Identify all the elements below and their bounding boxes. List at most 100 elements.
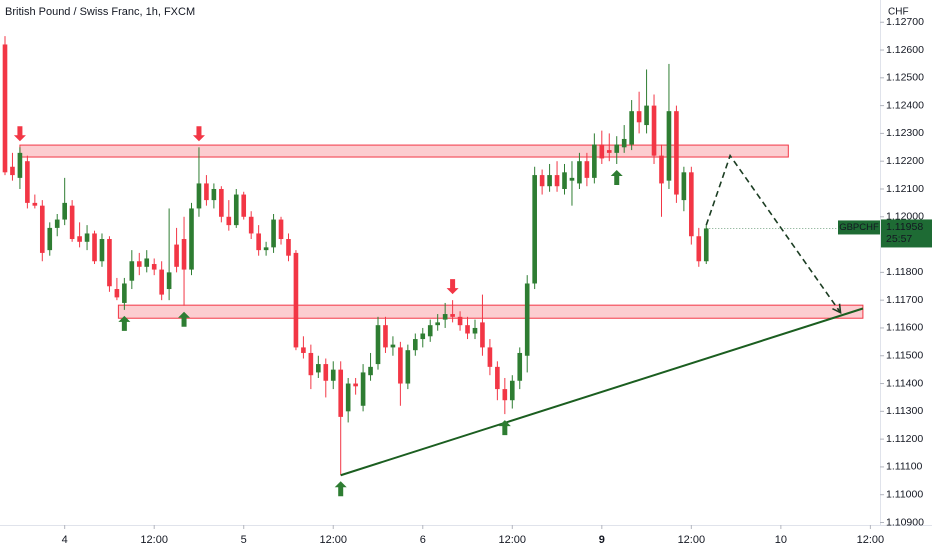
candle-body [353, 383, 358, 387]
price-label-box [881, 219, 932, 248]
candle-body [271, 219, 276, 248]
x-tick-label: 5 [241, 534, 247, 546]
y-unit: CHF [888, 7, 909, 18]
x-tick-label: 12:00 [499, 534, 527, 546]
candle-body [263, 247, 269, 251]
countdown-label: 25:57 [886, 233, 912, 245]
candle-body [2, 44, 8, 173]
candle-body [301, 347, 306, 353]
candle-body [420, 333, 426, 340]
candle-body [398, 347, 403, 384]
candle-body [450, 314, 455, 317]
candle-body [278, 219, 284, 240]
sell-arrow [446, 279, 459, 295]
candle-body [457, 316, 463, 326]
candle-body [629, 111, 634, 145]
candle-body [219, 188, 224, 217]
candle-body [17, 152, 23, 178]
y-tick-label: 1.12300 [886, 127, 924, 139]
candle-body [644, 105, 649, 126]
candle-body [248, 216, 254, 234]
candle-body [584, 161, 590, 178]
zone [19, 144, 789, 158]
candle-body [592, 144, 597, 178]
x-tick-label: 10 [775, 534, 787, 546]
candle-body [509, 380, 515, 401]
candle-body [569, 177, 575, 181]
candle-body [211, 188, 217, 201]
price-label: 1.11958 [886, 221, 923, 233]
buy-arrow [334, 481, 347, 497]
candle-body [189, 208, 194, 270]
candle-body [114, 289, 120, 298]
candle-body [405, 350, 411, 384]
candle-body [196, 183, 202, 209]
candle-body [166, 272, 172, 290]
y-tick-label: 1.11700 [886, 294, 923, 306]
candle-body [345, 383, 351, 412]
candle-body [136, 261, 142, 267]
x-tick-label: 12:00 [140, 534, 168, 546]
y-tick-label: 1.12500 [886, 72, 924, 84]
x-tick-label: 12:00 [857, 534, 885, 546]
y-tick-label: 1.10900 [886, 516, 924, 528]
candle-body [562, 172, 567, 189]
candle-body [666, 111, 672, 181]
candle-body [659, 155, 664, 184]
y-tick-label: 1.12100 [886, 183, 924, 195]
candle-body [614, 144, 620, 153]
x-tick-label: 12:00 [678, 534, 706, 546]
candle-body [696, 236, 702, 262]
candle-body [599, 144, 605, 159]
chart-title: British Pound / Swiss Franc, 1h, FXCM [5, 6, 195, 18]
candle-body [293, 252, 299, 348]
candle-body [547, 175, 552, 187]
candle-body [256, 233, 261, 251]
candle-body [495, 366, 500, 390]
candle-body [308, 352, 314, 376]
candle-body [25, 161, 30, 203]
y-tick-label: 1.11500 [886, 350, 923, 362]
y-tick-label: 1.12700 [886, 16, 924, 28]
x-tick-label: 6 [420, 534, 426, 546]
candle-body [62, 202, 67, 220]
candle-body [577, 161, 582, 184]
candle-body [122, 283, 127, 303]
x-tick-label: 12:00 [319, 534, 347, 546]
sell-arrow [13, 126, 26, 142]
buy-arrow [610, 169, 623, 185]
buy-arrow [118, 315, 131, 331]
candle-body [107, 239, 112, 287]
projection-arrowhead [832, 303, 842, 315]
candle-body [39, 205, 45, 253]
candle-body [204, 183, 209, 201]
candle-body [233, 194, 239, 226]
projection-path [705, 153, 842, 314]
candle-body [84, 233, 90, 242]
candle-body [383, 325, 388, 348]
candle-body [32, 202, 38, 206]
zone [117, 304, 864, 319]
candle-body [330, 369, 336, 381]
candle-body [674, 111, 679, 195]
candle-body [54, 219, 60, 228]
y-tick-label: 1.12200 [886, 155, 924, 167]
y-tick-label: 1.11100 [886, 461, 923, 473]
candle-body [368, 366, 373, 376]
candle-body [47, 227, 53, 251]
candle-body [435, 322, 440, 326]
candle-body [338, 369, 344, 417]
candle-body [390, 344, 396, 348]
candle-body [703, 228, 709, 262]
candle-body [681, 172, 687, 201]
x-tick-label: 9 [599, 534, 605, 546]
candle-body [606, 150, 612, 153]
y-tick-label: 1.11200 [886, 433, 923, 445]
buy-arrow [178, 311, 191, 327]
candle-body [517, 352, 523, 381]
candle-body [92, 233, 97, 262]
candle-body [472, 327, 478, 334]
candle-body [159, 269, 164, 295]
